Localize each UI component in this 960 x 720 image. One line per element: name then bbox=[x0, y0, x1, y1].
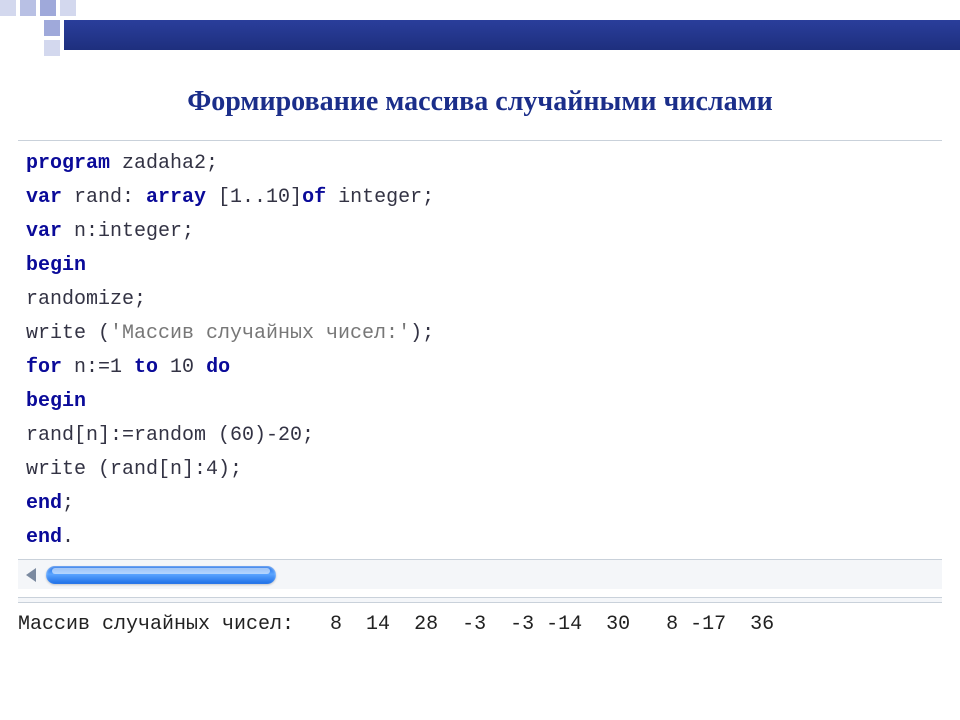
code-token: ); bbox=[410, 322, 434, 345]
code-token: 10 bbox=[158, 356, 206, 379]
keyword-token: begin bbox=[26, 254, 86, 277]
code-line: end; bbox=[26, 487, 934, 521]
decor-square bbox=[44, 40, 60, 56]
keyword-token: array bbox=[146, 186, 206, 209]
code-line: rand[n]:=random (60)-20; bbox=[26, 419, 934, 453]
code-token: [1..10] bbox=[206, 186, 302, 209]
code-token: integer; bbox=[326, 186, 434, 209]
code-line: program zadaha2; bbox=[26, 147, 934, 181]
string-token: 'Массив случайных чисел:' bbox=[110, 322, 410, 345]
code-line: begin bbox=[26, 385, 934, 419]
keyword-token: for bbox=[26, 356, 62, 379]
scroll-left-icon[interactable] bbox=[26, 568, 36, 582]
code-line: var rand: array [1..10]of integer; bbox=[26, 181, 934, 215]
keyword-token: to bbox=[134, 356, 158, 379]
keyword-token: end bbox=[26, 492, 62, 515]
code-line: var n:integer; bbox=[26, 215, 934, 249]
code-line: randomize; bbox=[26, 283, 934, 317]
code-token: write ( bbox=[26, 322, 110, 345]
scroll-thumb[interactable] bbox=[46, 566, 276, 584]
code-body: program zadaha2;var rand: array [1..10]o… bbox=[18, 141, 942, 559]
code-token: n:=1 bbox=[62, 356, 134, 379]
code-token: randomize; bbox=[26, 288, 146, 311]
keyword-token: var bbox=[26, 220, 62, 243]
keyword-token: of bbox=[302, 186, 326, 209]
code-token: . bbox=[62, 526, 74, 549]
keyword-token: do bbox=[206, 356, 230, 379]
program-output: Массив случайных чисел: 8 14 28 -3 -3 -1… bbox=[18, 613, 942, 636]
keyword-token: program bbox=[26, 152, 110, 175]
keyword-token: var bbox=[26, 186, 62, 209]
decor-square bbox=[20, 0, 36, 16]
code-token: n:integer; bbox=[62, 220, 194, 243]
code-line: end. bbox=[26, 521, 934, 555]
horizontal-scrollbar[interactable] bbox=[18, 559, 942, 589]
title-area: Формирование массива случайными числами bbox=[0, 86, 960, 118]
code-token: write (rand[n]:4); bbox=[26, 458, 242, 481]
code-line: write (rand[n]:4); bbox=[26, 453, 934, 487]
decor-squares-col bbox=[44, 20, 60, 56]
decor-square bbox=[0, 0, 16, 16]
decor-square bbox=[60, 0, 76, 16]
panel-divider bbox=[18, 597, 942, 603]
keyword-token: end bbox=[26, 526, 62, 549]
code-line: write ('Массив случайных чисел:'); bbox=[26, 317, 934, 351]
code-line: for n:=1 to 10 do bbox=[26, 351, 934, 385]
code-token: rand[n]:=random (60)-20; bbox=[26, 424, 314, 447]
page-title: Формирование массива случайными числами bbox=[0, 86, 960, 118]
decor-square bbox=[44, 20, 60, 36]
code-panel: program zadaha2;var rand: array [1..10]o… bbox=[18, 140, 942, 589]
code-token: ; bbox=[62, 492, 74, 515]
slide-header-decor bbox=[0, 0, 960, 56]
code-line: begin bbox=[26, 249, 934, 283]
code-token: zadaha2; bbox=[110, 152, 218, 175]
decor-square bbox=[40, 0, 56, 16]
decor-band bbox=[64, 20, 960, 50]
code-token: rand: bbox=[62, 186, 146, 209]
decor-squares-row bbox=[0, 0, 76, 16]
keyword-token: begin bbox=[26, 390, 86, 413]
